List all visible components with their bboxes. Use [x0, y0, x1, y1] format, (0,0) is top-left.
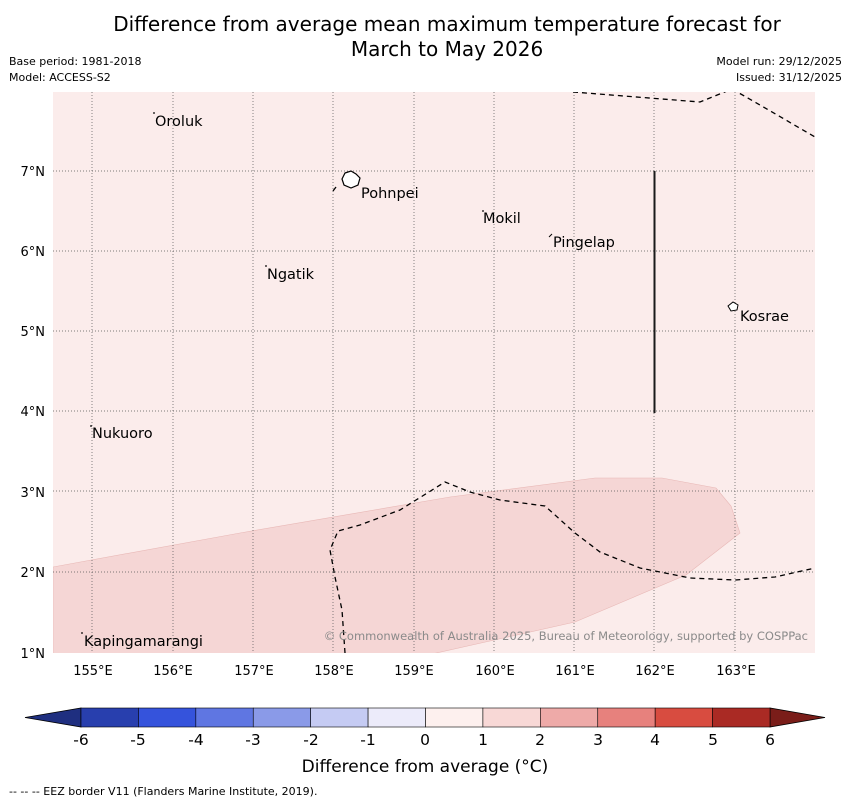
- lat-label: 4°N: [21, 405, 46, 420]
- colorbar-segment: [195, 707, 254, 728]
- map-panel: Oroluk Pohnpei Mokil Pingelap Ngatik Kos…: [53, 92, 815, 653]
- pohnpei-island-shape: [341, 170, 361, 189]
- eez-border: [329, 92, 815, 653]
- run-info: Model run: 29/12/2025 Issued: 31/12/2025: [716, 54, 842, 86]
- title-line-1: Difference from average mean maximum tem…: [113, 12, 781, 36]
- place-ngatik: Ngatik: [267, 267, 315, 283]
- place-kosrae: Kosrae: [740, 309, 789, 325]
- colorbar-segment: [654, 707, 713, 728]
- base-period: Base period: 1981-2018: [9, 55, 142, 68]
- colorbar-tick: -2: [303, 731, 318, 749]
- colorbar-segment: [482, 707, 541, 728]
- colorbar-tick: 6: [765, 731, 775, 749]
- colorbar-tick: 3: [593, 731, 603, 749]
- lon-label: 155°E: [73, 664, 113, 679]
- lat-label: 7°N: [21, 165, 46, 180]
- colorbar-segment: [310, 707, 369, 728]
- colorbar-segment: [712, 707, 771, 728]
- colorbar-tick: 1: [478, 731, 488, 749]
- colorbar-tick: 0: [420, 731, 430, 749]
- colorbar-segment: [597, 707, 656, 728]
- issued-date: Issued: 31/12/2025: [735, 71, 842, 84]
- place-pingelap: Pingelap: [553, 235, 615, 251]
- colorbar-segment: [540, 707, 599, 728]
- kosrae-island-shape: [727, 301, 739, 312]
- lon-label: 163°E: [716, 664, 756, 679]
- place-kapingamarangi: Kapingamarangi: [84, 634, 203, 650]
- lon-label: 156°E: [153, 664, 193, 679]
- lat-label: 6°N: [21, 245, 46, 260]
- colorbar-segment: [367, 707, 426, 728]
- place-mokil: Mokil: [483, 211, 521, 227]
- colorbar-tick: -1: [360, 731, 375, 749]
- colorbar-tick: 4: [650, 731, 660, 749]
- colorbar-segment: [80, 707, 139, 728]
- model-name: Model: ACCESS-S2: [9, 71, 111, 84]
- lat-label: 5°N: [21, 325, 46, 340]
- colorbar-segment: [252, 707, 311, 728]
- place-nukuoro: Nukuoro: [92, 426, 153, 442]
- colorbar-segments: [80, 707, 771, 728]
- lon-label: 158°E: [314, 664, 354, 679]
- colorbar-tick: -4: [188, 731, 203, 749]
- chart-title: Difference from average mean maximum tem…: [0, 12, 850, 62]
- colorbar-label: Difference from average (°C): [301, 757, 549, 777]
- title-line-2: March to May 2026: [350, 37, 544, 61]
- lon-label: 162°E: [635, 664, 675, 679]
- lat-label: 1°N: [21, 647, 46, 662]
- colorbar-over-arrow: [769, 707, 826, 728]
- latitude-labels: 7°N 6°N 5°N 4°N 3°N 2°N 1°N: [21, 165, 46, 662]
- model-run-date: Model run: 29/12/2025: [716, 55, 842, 68]
- colorbar-tick: -3: [245, 731, 260, 749]
- colorbar-under-arrow: [24, 707, 82, 728]
- lat-label: 3°N: [21, 486, 46, 501]
- colorbar-tick: -5: [130, 731, 145, 749]
- model-info: Base period: 1981-2018 Model: ACCESS-S2: [9, 54, 141, 86]
- colorbar-segment: [425, 707, 484, 728]
- colorbar: -6 -5 -4 -3 -2 -1 0 1 2 3 4 5 6: [24, 707, 826, 749]
- colorbar-tick: 2: [535, 731, 545, 749]
- colorbar-tick: 5: [708, 731, 718, 749]
- lon-label: 161°E: [555, 664, 595, 679]
- place-oroluk: Oroluk: [155, 114, 203, 130]
- place-pohnpei: Pohnpei: [361, 186, 419, 202]
- colorbar-segment: [138, 707, 197, 728]
- lat-label: 2°N: [21, 566, 46, 581]
- colorbar-tick: -6: [73, 731, 88, 749]
- anomaly-region-1-to-2: [53, 477, 741, 653]
- lon-label: 159°E: [394, 664, 434, 679]
- atoll-markers: [81, 112, 553, 634]
- eez-legend-note: -- -- -- EEZ border V11 (Flanders Marine…: [9, 785, 318, 798]
- lon-label: 157°E: [234, 664, 274, 679]
- copyright-notice: © Commonwealth of Australia 2025, Bureau…: [324, 629, 808, 643]
- colorbar-tick-labels: -6 -5 -4 -3 -2 -1 0 1 2 3 4 5 6: [73, 731, 775, 749]
- longitude-labels: 155°E 156°E 157°E 158°E 159°E 160°E 161°…: [73, 664, 756, 679]
- lon-label: 160°E: [475, 664, 515, 679]
